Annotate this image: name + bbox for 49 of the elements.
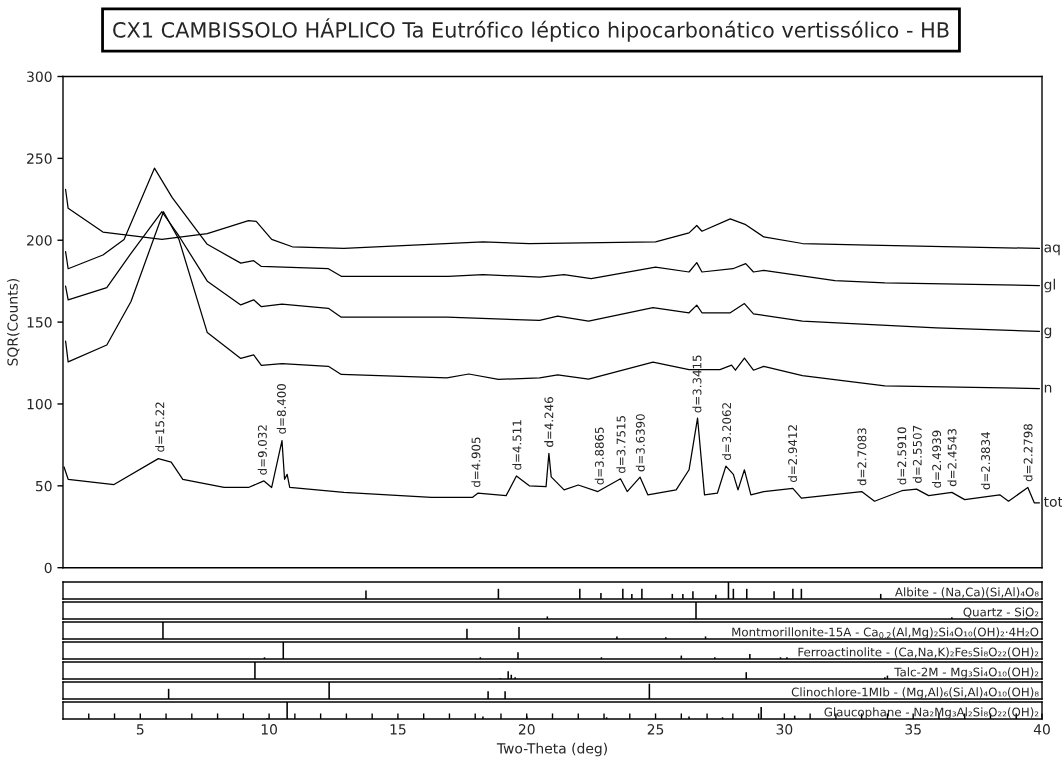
- y-tick-label: 150: [27, 317, 52, 328]
- annotation: d=3.7515: [616, 416, 626, 474]
- x-tick-label: 30: [776, 724, 793, 735]
- x-tick-label: 40: [1033, 724, 1050, 735]
- annotation: Talc-2M - Mg₃Si₄O₁₀(OH)₂: [894, 667, 1039, 679]
- annotation: d=2.5910: [897, 427, 907, 485]
- series-label: tot: [1043, 496, 1062, 507]
- annotation: d=4.511: [512, 420, 522, 470]
- y-tick-label: 50: [35, 480, 52, 492]
- annotation: Clinochlore-1MIb - (Mg,Al)₆(Si,Al)₄O₁₀(OH)₈: [791, 687, 1039, 699]
- series-label: g: [1044, 327, 1052, 339]
- annotation: d=8.400: [276, 384, 286, 434]
- series-label: aq: [1044, 244, 1060, 256]
- x-tick-label: 15: [390, 724, 406, 735]
- y-tick-label: 300: [27, 71, 52, 82]
- annotation: d=3.6390: [635, 414, 645, 472]
- y-tick-label: 0: [44, 562, 52, 574]
- x-tick-label: 10: [261, 724, 278, 735]
- annotation: d=3.8865: [594, 427, 604, 485]
- y-axis-title: SQR(Counts): [7, 278, 20, 366]
- annotation: d=2.4543: [947, 429, 957, 487]
- series-label: n: [1044, 384, 1052, 393]
- x-tick-label: 35: [905, 724, 921, 735]
- annotation: d=3.3415: [692, 355, 702, 413]
- chart-title: CX1 CAMBISSOLO HÁPLICO Ta Eutrófico léptico hipocarbonático vertissólico - HB: [113, 18, 949, 42]
- y-tick-label: 250: [27, 153, 52, 164]
- series-label: gl: [1044, 278, 1055, 293]
- x-axis-title: Two-Theta (deg): [496, 742, 607, 757]
- y-tick-label: 200: [27, 235, 52, 246]
- annotation: d=9.032: [257, 425, 267, 475]
- x-tick-label: 25: [647, 724, 664, 735]
- annotation: Ferroactinolite - (Ca,Na,K)₂Fe₅Si₈O₂₂(OH)₂: [798, 647, 1039, 658]
- y-tick-label: 100: [27, 398, 52, 410]
- annotation: Montmorillonite-15A - Ca$_{0.2}$(Al,Mg)₂Si₄O₁₀(OH)₂·4H₂O: [732, 627, 1039, 639]
- annotation: d=4.246: [544, 397, 554, 447]
- annotation: d=15.22: [155, 402, 165, 452]
- annotation: Glaucophane - Na₂Mg₃Al₂Si₈O₂₂(OH)₂: [824, 707, 1039, 719]
- annotation: d=4.905: [471, 437, 481, 487]
- annotation: d=2.2798: [1023, 424, 1033, 482]
- annotation: d=2.4939: [931, 430, 942, 488]
- x-tick-label: 20: [518, 724, 535, 735]
- annotation: d=3.2062: [721, 403, 732, 460]
- annotation: d=2.7083: [857, 428, 867, 486]
- annotation: d=2.5507: [912, 425, 922, 483]
- annotation: d=2.9412: [787, 425, 798, 483]
- annotation: Albite - (Na,Ca)(Si,Al)₄O₈: [895, 587, 1039, 598]
- annotation: Quartz - SiO₂: [963, 607, 1039, 618]
- annotation: d=2.3834: [980, 432, 991, 490]
- x-tick-label: 5: [136, 724, 144, 735]
